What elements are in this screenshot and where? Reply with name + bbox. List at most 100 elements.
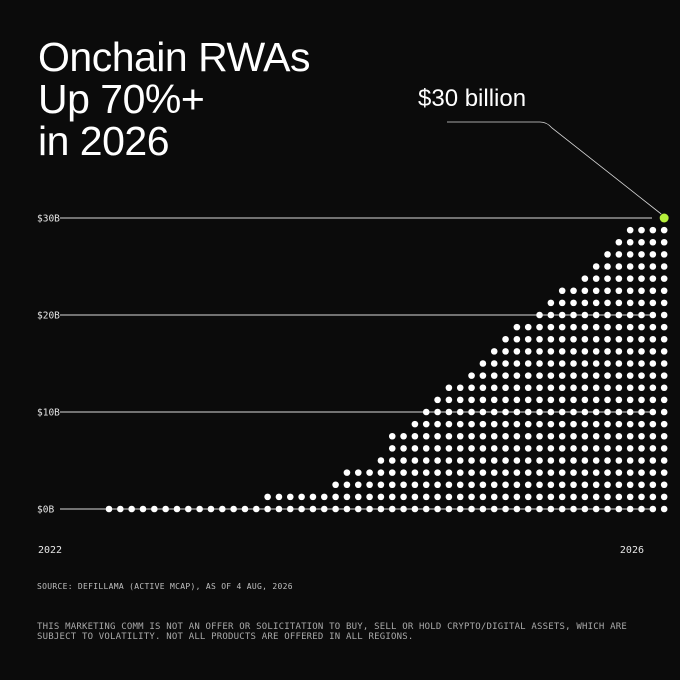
data-dot [592,311,600,319]
data-dot [592,505,600,513]
data-dot [320,505,328,513]
data-dot [513,505,521,513]
data-dot [638,311,645,319]
data-dot [434,445,441,452]
data-dot [649,275,657,282]
data-dot [638,445,645,452]
data-dot [536,348,543,355]
data-dot [615,469,623,476]
data-dot [604,469,611,476]
data-dot [626,238,634,246]
data-dot [592,360,600,367]
x-axis-end-label: 2026 [620,545,644,556]
data-dot [502,408,509,416]
data-dot [649,420,657,428]
data-dot [411,457,419,464]
data-dot [604,445,611,452]
data-dot [309,505,317,513]
data-dot [638,323,645,331]
data-dot [592,469,600,476]
title-line-2: Up 70%+ [38,76,205,122]
data-dot [660,457,668,464]
data-dot [502,469,509,476]
data-dot [581,457,589,464]
data-dot [513,396,521,404]
data-dot [638,335,645,343]
data-dot [513,360,521,367]
data-dot [660,348,668,355]
data-dot [570,445,577,452]
data-dot [422,469,430,476]
data-dot [445,505,453,513]
data-dot [366,493,373,501]
data-dot [388,445,396,452]
data-dot [490,408,498,416]
data-dot [230,505,237,513]
data-dot [547,408,555,416]
data-dot [264,493,271,501]
data-dot [411,481,419,489]
data-dot [513,323,521,331]
data-dot [456,469,464,476]
y-tick-label: $0B [37,505,54,516]
data-dot [547,311,555,319]
data-dot [581,396,589,404]
data-dot [615,457,623,464]
data-dot [638,348,645,355]
data-dot [558,493,566,501]
data-dot [638,469,645,476]
data-dot [649,481,657,489]
data-dot [660,287,668,295]
data-dot [139,505,147,513]
data-dot [581,432,589,440]
data-dot [592,275,600,282]
data-dot [570,396,577,404]
data-dot [445,481,453,489]
data-dot [536,372,543,379]
data-dot [660,396,668,404]
data-dot [524,384,532,392]
data-dot [536,445,543,452]
data-dot [502,360,509,367]
data-dot [332,493,339,501]
data-dot [626,396,634,404]
data-dot [456,432,464,440]
data-dot [592,384,600,392]
data-dot [524,493,532,501]
data-dot [592,348,600,355]
data-dot [581,384,589,392]
data-dot [490,372,498,379]
data-dot [434,457,441,464]
data-dot [649,457,657,464]
data-dot [536,384,543,392]
data-dot [128,505,135,513]
data-dot [479,432,487,440]
data-dot [660,384,668,392]
data-dot [354,493,362,501]
data-dot [592,372,600,379]
data-dot [592,457,600,464]
data-dot [411,469,419,476]
data-dot [604,432,611,440]
data-dot [354,505,362,513]
data-dot [513,493,521,501]
data-dot [558,335,566,343]
data-dot [490,469,498,476]
data-dot [581,275,589,282]
value-callout: $30 billion [418,85,527,112]
data-dot [434,469,441,476]
data-dot [570,420,577,428]
data-dot [604,396,611,404]
data-dot [547,396,555,404]
data-dot [468,396,475,404]
data-dot [479,396,487,404]
data-dot [581,445,589,452]
data-dot [581,493,589,501]
data-dot [626,299,634,307]
data-dot [604,263,611,270]
data-dot [649,335,657,343]
data-dot [456,505,464,513]
data-dot [490,432,498,440]
data-dot [332,481,339,489]
data-dot [604,372,611,379]
